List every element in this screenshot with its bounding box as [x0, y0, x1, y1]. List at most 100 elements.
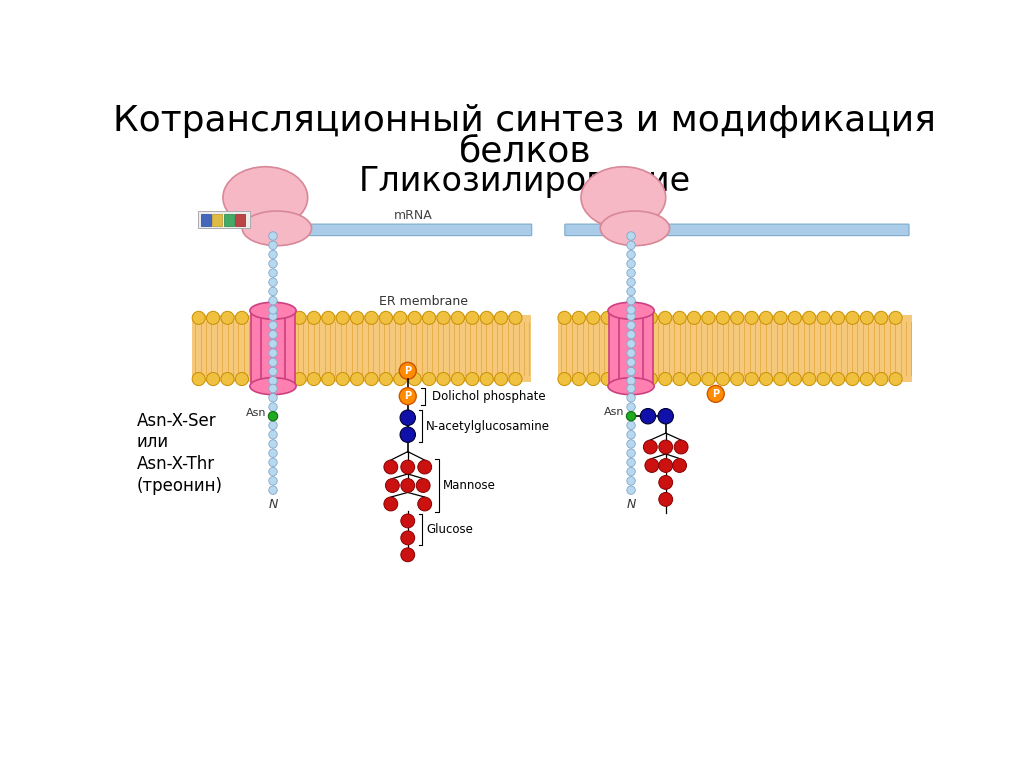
- Circle shape: [627, 232, 635, 240]
- Circle shape: [601, 373, 614, 386]
- Circle shape: [627, 278, 635, 286]
- FancyBboxPatch shape: [198, 212, 250, 229]
- Circle shape: [268, 358, 278, 367]
- Circle shape: [817, 373, 830, 386]
- Circle shape: [803, 373, 816, 386]
- Circle shape: [644, 373, 657, 386]
- Circle shape: [350, 311, 364, 324]
- Circle shape: [379, 373, 392, 386]
- Circle shape: [268, 321, 278, 330]
- Circle shape: [645, 459, 658, 472]
- Circle shape: [268, 367, 278, 376]
- Circle shape: [268, 393, 278, 402]
- Text: P: P: [404, 366, 412, 376]
- Circle shape: [394, 311, 407, 324]
- Circle shape: [268, 412, 278, 421]
- Text: Гликозилирование: Гликозилирование: [358, 165, 691, 198]
- Ellipse shape: [232, 196, 274, 226]
- Circle shape: [480, 373, 494, 386]
- Circle shape: [760, 311, 772, 324]
- Circle shape: [268, 467, 278, 476]
- Circle shape: [627, 287, 635, 296]
- Circle shape: [658, 459, 673, 472]
- Circle shape: [268, 287, 278, 296]
- Circle shape: [860, 373, 873, 386]
- Circle shape: [268, 232, 278, 240]
- Circle shape: [268, 476, 278, 485]
- Circle shape: [437, 311, 450, 324]
- Circle shape: [268, 340, 278, 348]
- Circle shape: [379, 311, 392, 324]
- Text: Котрансляционный синтез и модификация: Котрансляционный синтез и модификация: [114, 104, 936, 137]
- Circle shape: [193, 311, 205, 324]
- Text: Asn-X-Thr: Asn-X-Thr: [137, 455, 215, 473]
- Circle shape: [627, 331, 635, 339]
- Circle shape: [760, 373, 772, 386]
- Text: Mannose: Mannose: [442, 479, 496, 492]
- Circle shape: [587, 311, 600, 324]
- Circle shape: [409, 373, 421, 386]
- Circle shape: [400, 410, 416, 426]
- Bar: [201, 214, 211, 226]
- Circle shape: [350, 373, 364, 386]
- Circle shape: [627, 476, 635, 485]
- Circle shape: [365, 311, 378, 324]
- Circle shape: [803, 311, 816, 324]
- Circle shape: [627, 297, 635, 305]
- Circle shape: [293, 373, 306, 386]
- Circle shape: [817, 311, 830, 324]
- Circle shape: [687, 373, 700, 386]
- Circle shape: [788, 311, 802, 324]
- Circle shape: [221, 373, 234, 386]
- Circle shape: [658, 409, 674, 424]
- Circle shape: [423, 311, 435, 324]
- Circle shape: [394, 373, 407, 386]
- Circle shape: [336, 311, 349, 324]
- Ellipse shape: [591, 196, 633, 226]
- Circle shape: [336, 373, 349, 386]
- Text: Asn: Asn: [604, 407, 625, 417]
- Circle shape: [745, 311, 758, 324]
- Circle shape: [673, 373, 686, 386]
- Circle shape: [400, 514, 415, 528]
- Circle shape: [268, 306, 278, 314]
- Circle shape: [846, 373, 859, 386]
- Circle shape: [658, 476, 673, 489]
- Circle shape: [658, 440, 673, 454]
- Circle shape: [400, 479, 415, 492]
- FancyBboxPatch shape: [565, 224, 909, 235]
- Circle shape: [268, 458, 278, 466]
- Circle shape: [399, 362, 416, 379]
- Circle shape: [717, 311, 729, 324]
- Circle shape: [717, 373, 729, 386]
- Circle shape: [774, 311, 787, 324]
- Circle shape: [466, 311, 479, 324]
- Circle shape: [627, 412, 635, 420]
- Circle shape: [701, 311, 715, 324]
- Ellipse shape: [608, 302, 654, 319]
- Circle shape: [889, 373, 902, 386]
- Text: N-acetylglucosamine: N-acetylglucosamine: [426, 420, 550, 433]
- Circle shape: [268, 297, 278, 305]
- Text: P: P: [404, 391, 412, 401]
- Circle shape: [889, 311, 902, 324]
- Circle shape: [268, 268, 278, 277]
- Circle shape: [400, 460, 415, 474]
- Ellipse shape: [600, 211, 670, 245]
- Text: N: N: [627, 498, 636, 511]
- Circle shape: [627, 421, 635, 430]
- Circle shape: [452, 311, 465, 324]
- Circle shape: [418, 497, 432, 511]
- Circle shape: [708, 385, 724, 403]
- Circle shape: [627, 439, 635, 448]
- Circle shape: [268, 259, 278, 268]
- Circle shape: [687, 311, 700, 324]
- Circle shape: [640, 409, 655, 424]
- Circle shape: [236, 311, 249, 324]
- Circle shape: [627, 268, 635, 277]
- Circle shape: [437, 373, 450, 386]
- Text: ER membrane: ER membrane: [379, 295, 468, 308]
- Circle shape: [509, 311, 522, 324]
- Circle shape: [509, 373, 522, 386]
- Circle shape: [627, 340, 635, 348]
